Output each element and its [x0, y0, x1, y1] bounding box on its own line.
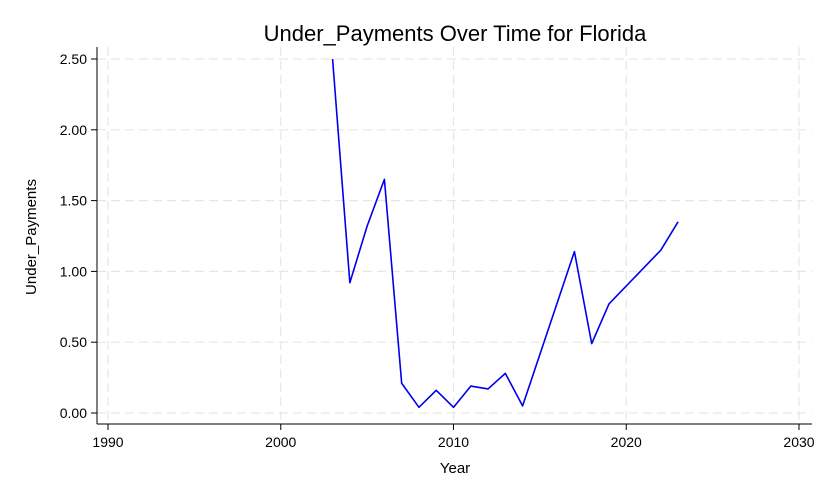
y-tick-label: 1.00 — [60, 263, 87, 279]
y-axis-title: Under_Payments — [23, 179, 40, 295]
y-tick-label: 0.00 — [60, 405, 87, 421]
axes — [96, 47, 812, 425]
x-axis-title: Year — [440, 460, 470, 477]
x-tick-label: 2020 — [611, 434, 642, 450]
y-tick-label: 1.50 — [60, 193, 87, 209]
x-tick-label: 2030 — [783, 434, 814, 450]
series — [331, 58, 679, 409]
chart-title: Under_Payments Over Time for Florida — [264, 21, 647, 46]
series-line-0 — [331, 58, 679, 409]
y-tick-label: 0.50 — [60, 334, 87, 350]
y-tick-label: 2.00 — [60, 122, 87, 138]
x-tick-label: 2000 — [265, 434, 296, 450]
x-tick-label: 2010 — [438, 434, 469, 450]
x-tick-label: 1990 — [92, 434, 123, 450]
grid — [97, 47, 812, 424]
ticks: 0.00 0.50 1.00 1.50 2.00 2.50 1990 2000 2010 2020… — [60, 51, 815, 450]
y-tick-label: 2.50 — [60, 51, 87, 67]
